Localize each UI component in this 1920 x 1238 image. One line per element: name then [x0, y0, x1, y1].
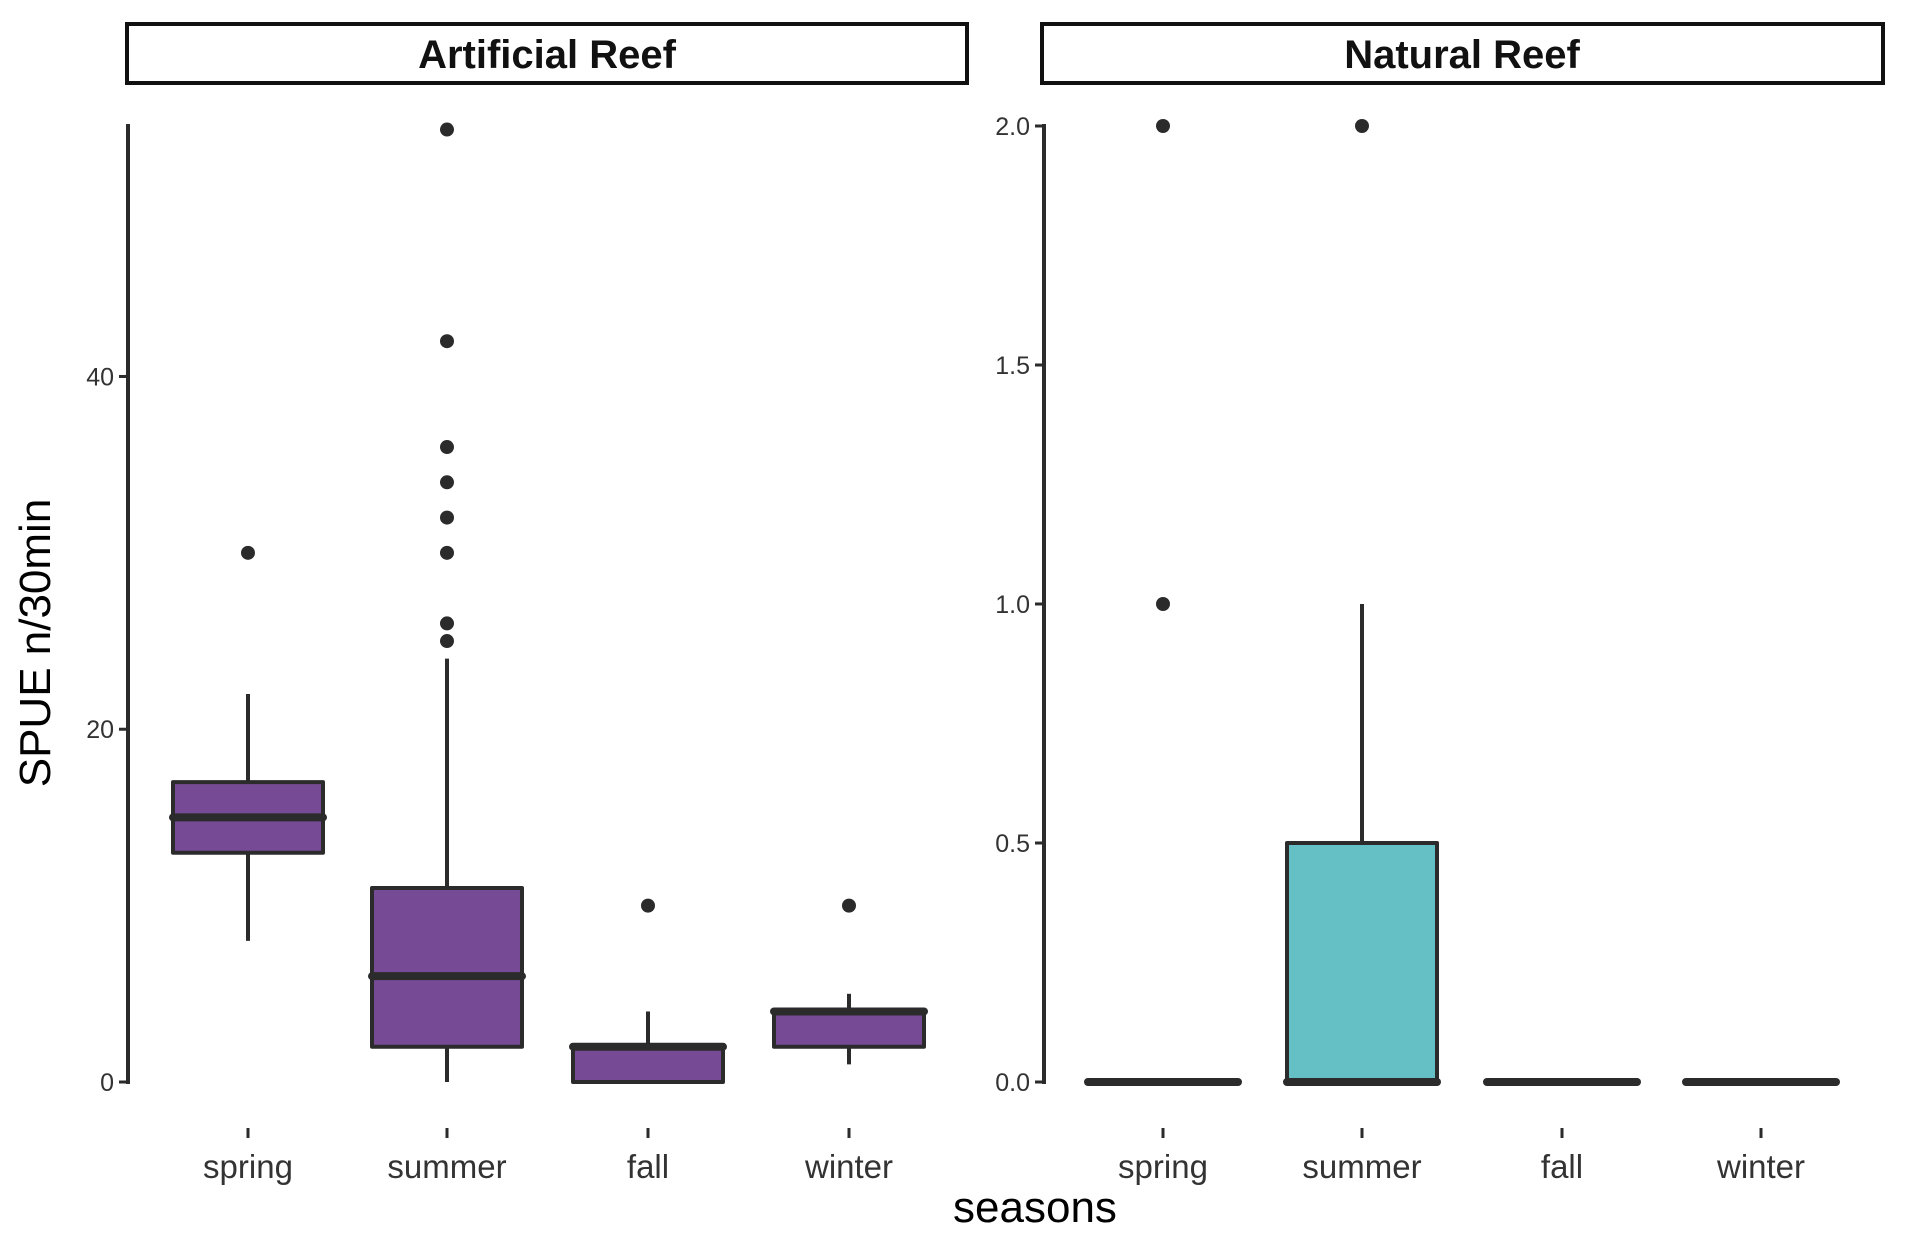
x-tick-label: summer [387, 1148, 506, 1185]
outlier-point [241, 545, 255, 560]
y-tick-label: 0.0 [995, 1069, 1030, 1097]
boxplot-marks [169, 122, 928, 1085]
outlier-point [1156, 597, 1170, 611]
strip-box [1040, 22, 1885, 85]
y-tick-label: 0.5 [995, 830, 1030, 858]
outlier-point [440, 475, 454, 490]
iqr-box [1285, 841, 1439, 1084]
x-tick-label: spring [203, 1148, 293, 1185]
x-tick-label: fall [1541, 1148, 1583, 1185]
x-tick-label: winter [804, 1148, 893, 1185]
box-summer [1283, 119, 1441, 1086]
strip-title: Artificial Reef [418, 33, 677, 77]
strip-title: Natural Reef [1344, 33, 1580, 77]
x-tick-label: fall [627, 1148, 669, 1185]
outlier-point [440, 122, 454, 137]
y-tick-label: 1.5 [995, 352, 1030, 380]
outlier-point [440, 510, 454, 525]
y-tick-label: 1.0 [995, 591, 1030, 619]
outlier-point [842, 898, 856, 913]
outlier-point [1355, 119, 1369, 133]
outlier-point [641, 898, 655, 913]
boxplot-marks [1084, 119, 1840, 1086]
x-tick-label: winter [1716, 1148, 1805, 1185]
y-axis: 0 20 40 [86, 124, 130, 1097]
x-axis: spring summer fall winter [1118, 1128, 1805, 1185]
iqr-box [571, 1044, 725, 1085]
strip-box [125, 22, 969, 85]
x-axis-title: seasons [953, 1183, 1117, 1232]
outlier-point [440, 634, 454, 649]
x-axis: spring summer fall winter [203, 1128, 893, 1185]
outlier-point [440, 334, 454, 349]
outlier-point [1156, 119, 1170, 133]
y-tick-label: 20 [86, 716, 114, 744]
outlier-point [440, 616, 454, 631]
y-axis: 0.0 0.5 1.0 1.5 2.0 [995, 113, 1046, 1097]
y-tick-label: 2.0 [995, 113, 1030, 141]
outlier-point [440, 545, 454, 560]
y-tick-label: 0 [100, 1069, 114, 1097]
iqr-box [370, 885, 524, 1049]
y-tick-label: 40 [86, 363, 114, 391]
x-tick-label: summer [1302, 1148, 1421, 1185]
panel-natural-reef: Natural Reef 0.0 0.5 1.0 1.5 2.0 spring summe… [995, 22, 1885, 1185]
iqr-box [772, 1009, 926, 1049]
box-spring [1084, 119, 1242, 1086]
box-spring [169, 545, 327, 941]
x-tick-label: spring [1118, 1148, 1208, 1185]
box-winter [770, 898, 928, 1065]
box-fall [569, 898, 727, 1085]
panel-artificial-reef: Artificial Reef 0 20 40 spring summer fall wi… [86, 22, 969, 1185]
outlier-point [440, 440, 454, 455]
y-axis-title: SPUE n/30min [11, 499, 60, 788]
box-summer [368, 122, 526, 1082]
